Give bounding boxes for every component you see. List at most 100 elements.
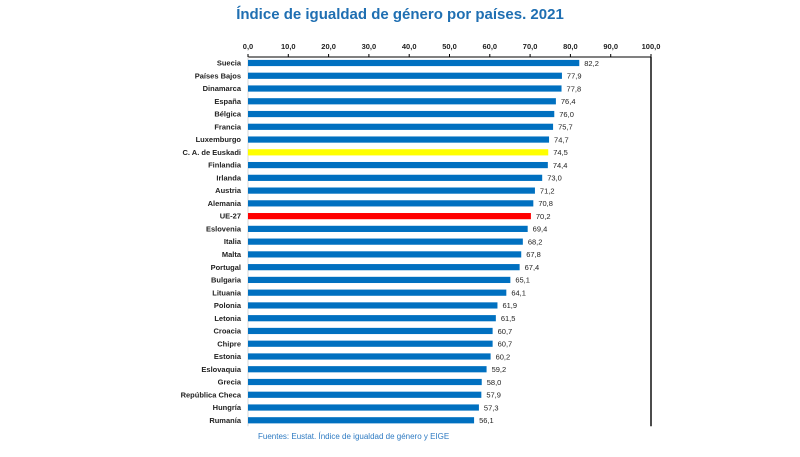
bar — [248, 59, 580, 67]
category-label: Dinamarca — [203, 84, 242, 93]
bar — [248, 98, 556, 105]
data-label: 60,2 — [496, 352, 511, 361]
bar — [248, 187, 535, 194]
bar — [248, 200, 534, 207]
data-label: 67,8 — [526, 250, 541, 259]
category-label: Países Bajos — [195, 71, 241, 80]
data-label: 69,4 — [533, 225, 548, 234]
category-label: Croacia — [213, 327, 241, 336]
category-label: Irlanda — [216, 173, 241, 182]
bar — [248, 417, 475, 424]
data-label: 82,2 — [584, 59, 599, 68]
category-label: Eslovenia — [206, 224, 242, 233]
x-tick-label: 40,0 — [402, 42, 417, 51]
bar — [248, 404, 479, 411]
bar — [248, 225, 528, 232]
data-label: 74,7 — [554, 135, 569, 144]
x-tick-label: 100,0 — [642, 42, 661, 51]
data-label: 64,1 — [511, 288, 526, 297]
data-label: 65,1 — [515, 276, 530, 285]
bar — [248, 264, 520, 271]
data-label: 74,4 — [553, 161, 568, 170]
category-label: República Checa — [181, 390, 242, 399]
x-tick-label: 50,0 — [442, 42, 457, 51]
data-label: 75,7 — [558, 123, 573, 132]
x-tick-label: 0,0 — [243, 42, 253, 51]
bar — [248, 353, 491, 360]
data-label: 59,2 — [492, 365, 507, 374]
data-label: 76,0 — [559, 110, 574, 119]
category-label: Eslovaquia — [201, 365, 241, 374]
bar — [248, 366, 487, 373]
category-label: Austria — [215, 186, 242, 195]
x-tick-label: 10,0 — [281, 42, 296, 51]
category-label: Polonia — [214, 301, 242, 310]
bar — [248, 149, 549, 156]
data-label: 68,2 — [528, 237, 543, 246]
data-label: 60,7 — [498, 327, 513, 336]
data-label: 74,5 — [553, 148, 568, 157]
bar — [248, 136, 550, 143]
data-label: 56,1 — [479, 416, 494, 425]
x-tick-label: 30,0 — [362, 42, 377, 51]
category-label: C. A. de Euskadi — [183, 148, 242, 157]
category-label: Bélgica — [214, 110, 242, 119]
x-tick-label: 80,0 — [563, 42, 578, 51]
data-label: 60,7 — [498, 340, 513, 349]
bar — [248, 251, 522, 258]
x-tick-label: 60,0 — [482, 42, 497, 51]
x-tick-label: 70,0 — [523, 42, 538, 51]
category-label: Grecia — [218, 378, 242, 387]
category-label: Estonia — [214, 352, 242, 361]
data-label: 76,4 — [561, 97, 576, 106]
bar — [248, 391, 482, 398]
source-note: Fuentes: Eustat. Índice de igualdad de g… — [258, 432, 450, 441]
data-label: 77,8 — [567, 84, 582, 93]
bar — [248, 289, 507, 296]
category-label: Luxemburgo — [196, 135, 242, 144]
category-label: Finlandia — [208, 161, 242, 170]
data-label: 67,4 — [525, 263, 540, 272]
category-label: Letonia — [214, 314, 241, 323]
bar — [248, 327, 493, 335]
data-label: 77,9 — [567, 72, 582, 81]
bar — [248, 123, 554, 130]
data-label: 70,2 — [536, 212, 551, 221]
bar — [248, 378, 482, 386]
category-label: Alemania — [208, 199, 242, 208]
bar — [248, 340, 493, 347]
category-label: Bulgaria — [211, 276, 242, 285]
category-label: Rumanía — [209, 416, 242, 425]
chart-title: Índice de igualdad de género por países.… — [236, 6, 564, 23]
x-tick-label: 20,0 — [321, 42, 336, 51]
category-label: Lituania — [212, 288, 242, 297]
data-label: 71,2 — [540, 186, 555, 195]
category-label: Malta — [222, 250, 242, 259]
bar — [248, 85, 562, 92]
category-label: España — [214, 97, 242, 106]
bar — [248, 161, 548, 169]
data-label: 61,5 — [501, 314, 516, 323]
bar — [248, 213, 531, 220]
data-label: 57,9 — [486, 391, 501, 400]
x-tick-label: 90,0 — [603, 42, 618, 51]
category-label: UE-27 — [220, 212, 241, 221]
bar — [248, 302, 498, 309]
bar — [248, 174, 543, 181]
bar — [248, 72, 562, 79]
data-label: 73,0 — [547, 174, 562, 183]
bar — [248, 315, 496, 322]
data-label: 70,8 — [538, 199, 553, 208]
data-label: 61,9 — [502, 301, 517, 310]
category-label: Portugal — [211, 263, 241, 272]
category-label: Suecia — [217, 59, 242, 68]
category-label: Italia — [224, 237, 242, 246]
bar — [248, 110, 555, 118]
category-label: Chipre — [217, 339, 241, 348]
data-label: 57,3 — [484, 403, 499, 412]
bar — [248, 238, 523, 245]
category-label: Francia — [214, 122, 242, 131]
category-label: Hungría — [213, 403, 242, 412]
data-label: 58,0 — [487, 378, 502, 387]
